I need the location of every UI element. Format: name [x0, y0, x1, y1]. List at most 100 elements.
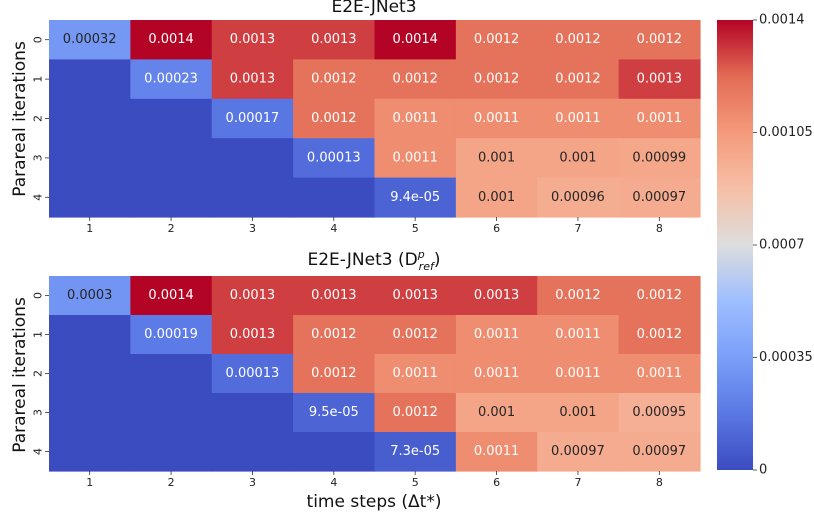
heatmap-cell [130, 98, 213, 139]
cell-label: 0.00099 [632, 150, 686, 165]
heatmap-cell [211, 20, 294, 60]
x-tick-label: 6 [493, 222, 500, 235]
cell-label: 0.00096 [551, 190, 605, 205]
cell-label: 0.00013 [307, 150, 361, 165]
heatmap-cell [537, 432, 620, 472]
heatmap-cells-top: 0.00032 0.0014 0.0013 0.0013 0.0014 0.0012 0.0… [49, 20, 701, 218]
cell-label: 0.0011 [392, 150, 438, 165]
cell-label: 0.0012 [555, 288, 601, 303]
x-ticks-bottom: 1 2 3 4 5 6 7 8 [86, 471, 663, 489]
cell-label: 0.0011 [555, 327, 601, 342]
x-tick-label: 7 [574, 222, 581, 235]
heatmap-cell [537, 138, 620, 179]
cell-label: 7.3e-05 [390, 444, 440, 459]
heatmap-cell [211, 98, 294, 139]
cell-label: 0.0013 [230, 32, 276, 47]
cell-label: 0.00017 [226, 111, 280, 126]
heatmap-cell [130, 177, 213, 218]
colorbar-tick-label: 0.0014 [759, 13, 805, 28]
heatmap-cell [49, 98, 131, 139]
y-tick-label: 4 [32, 448, 45, 455]
colorbar-tick-label: 0.0007 [759, 238, 805, 253]
heatmap-cell [374, 20, 457, 60]
cell-label: 0.0013 [311, 32, 357, 47]
y-tick-label: 3 [32, 409, 45, 416]
cell-label: 0.00097 [632, 190, 686, 205]
cell-label: 0.0013 [230, 72, 276, 87]
cell-label: 0.00023 [144, 72, 198, 87]
heatmap-cell [618, 138, 701, 179]
cell-label: 0.0012 [555, 72, 601, 87]
heatmap-cell [374, 177, 457, 218]
heatmap-cell [293, 177, 376, 218]
heatmap-cell [211, 177, 294, 218]
heatmap-cell [130, 354, 213, 394]
heatmap-cell [130, 315, 213, 355]
title-superscript: p [417, 248, 425, 261]
x-tick-label: 4 [330, 222, 337, 235]
heatmap-cells-bottom: 0.0003 0.0014 0.0013 0.0013 0.0013 0.0013 0.00… [49, 276, 701, 472]
heatmap-cell [49, 59, 131, 100]
cell-label: 0.0014 [392, 32, 438, 47]
colorbar-tick-label: 0.00105 [759, 125, 813, 140]
cell-label: 0.0013 [474, 288, 520, 303]
cell-label: 0.0012 [392, 405, 438, 420]
cell-label: 9.5e-05 [309, 405, 359, 420]
heatmap-cell [211, 59, 294, 100]
x-tick-label: 8 [656, 222, 663, 235]
cell-label: 0.0011 [637, 366, 683, 381]
cell-label: 0.0013 [392, 288, 438, 303]
heatmap-cell [293, 354, 376, 394]
y-axis-label-top: Parareal iterations [10, 41, 30, 197]
cell-label: 0.0013 [230, 288, 276, 303]
heatmap-cell [130, 276, 213, 316]
heatmap-panel-top: E2E-JNet3 0.00032 0.0014 0.0013 0.0013 0.001… [10, 0, 701, 235]
heatmap-panel-bottom: E2E-JNet3 (Dp ref) 0.0003 0.0014 0.0013 0.00… [10, 248, 701, 512]
cell-label: 0.0012 [311, 327, 357, 342]
heatmap-cell [49, 20, 131, 60]
heatmap-cell [293, 59, 376, 100]
heatmap-cell [211, 432, 294, 472]
x-tick-label: 4 [330, 476, 337, 489]
heatmap-cell [374, 98, 457, 139]
heatmap-cell [455, 59, 538, 100]
cell-label: 0.0014 [148, 288, 194, 303]
cell-label: 0.0011 [474, 366, 520, 381]
x-tick-label: 3 [249, 476, 256, 489]
x-tick-label: 2 [168, 222, 175, 235]
heatmap-cell [130, 20, 213, 60]
x-tick-label: 6 [493, 476, 500, 489]
cell-label: 0.0012 [637, 327, 683, 342]
heatmap-cell [537, 59, 620, 100]
heatmap-cell [618, 177, 701, 218]
heatmap-cell [293, 315, 376, 355]
heatmap-cell [455, 177, 538, 218]
cell-label: 0.0011 [637, 111, 683, 126]
title-close: ) [434, 250, 441, 270]
heatmap-cell [374, 276, 457, 316]
x-tick-label: 5 [412, 476, 419, 489]
cell-label: 0.00013 [226, 366, 280, 381]
heatmap-cell [618, 315, 701, 355]
colorbar-tick-label: 0 [759, 463, 767, 478]
heatmap-cell [455, 276, 538, 316]
y-axis-label-bottom: Parareal iterations [10, 297, 30, 453]
heatmap-cell [293, 20, 376, 60]
cell-label: 0.0012 [637, 32, 683, 47]
heatmap-cell [537, 393, 620, 433]
y-tick-label: 0 [32, 292, 45, 299]
heatmap-cell [537, 98, 620, 139]
colorbar-gradient [717, 20, 753, 470]
colorbar-ticks: 0 0.00035 0.0007 0.00105 0.0014 [753, 13, 813, 478]
heatmap-cell [455, 20, 538, 60]
heatmap-cell [293, 276, 376, 316]
x-tick-label: 3 [249, 222, 256, 235]
cell-label: 0.0014 [148, 32, 194, 47]
cell-label: 0.00095 [632, 405, 686, 420]
heatmap-cell [455, 138, 538, 179]
heatmap-cell [293, 393, 376, 433]
cell-label: 0.00019 [144, 327, 198, 342]
heatmap-cell [49, 393, 131, 433]
title-subscript: ref [419, 260, 436, 273]
